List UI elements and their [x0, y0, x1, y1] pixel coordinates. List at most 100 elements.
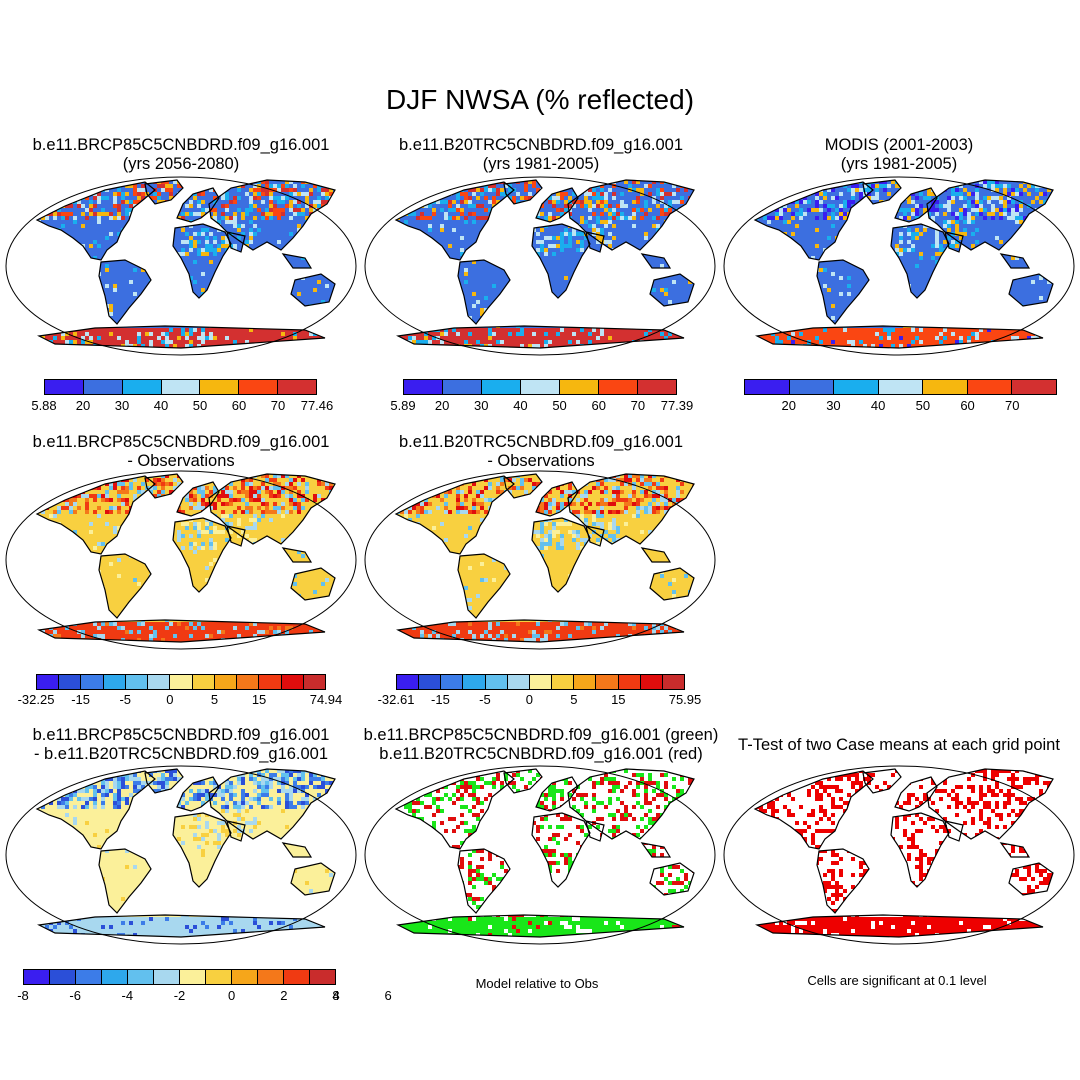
- coastline: [894, 187, 938, 223]
- panel-7-title-line-2: b.e11.B20TRC5CNBDRD.f09_g16.001 (red): [379, 745, 703, 763]
- colorbar-tick-label: -8: [17, 988, 29, 1003]
- coastline: [208, 179, 336, 251]
- coastline: [396, 325, 685, 349]
- colorbar-tick-label: 20: [781, 398, 796, 413]
- panel-7-title: b.e11.BRCP85C5CNBDRD.f09_g16.001 (green)…: [361, 726, 721, 764]
- colorbar-tick-label: 40: [513, 398, 528, 413]
- coastline: [394, 475, 515, 555]
- colorbar-5-labels: -32.61 -15 -5 0 5 15 75.95: [378, 692, 702, 708]
- colorbar-swatch: [1012, 380, 1057, 394]
- colorbar-5: [396, 674, 685, 690]
- colorbar-tick-label: 50: [552, 398, 567, 413]
- colorbar-6-labels: -8 -6 -4 -2 0 2 4 6 8: [17, 988, 392, 1004]
- colorbar-swatch: [83, 380, 123, 394]
- colorbar-tick-label: -6: [69, 988, 81, 1003]
- colorbar-tick-label: 77.46: [300, 398, 334, 413]
- colorbar-swatch: [148, 675, 171, 689]
- colorbar-tick-label: 50: [192, 398, 208, 413]
- colorbar-3: [744, 379, 1057, 395]
- map-border: [723, 176, 1075, 356]
- coastline: [999, 842, 1031, 858]
- map-border: [364, 470, 716, 650]
- coastline: [1008, 862, 1054, 896]
- coastline: [503, 179, 543, 205]
- colorbar-tick-label: -4: [121, 988, 134, 1003]
- colorbar-swatch: [507, 675, 530, 689]
- panel-8-map: [723, 765, 1075, 945]
- colorbar-tick-label: -32.25: [17, 692, 55, 707]
- colorbar-swatch: [281, 675, 304, 689]
- map-border: [5, 470, 357, 650]
- colorbar-tick-label: 30: [826, 398, 841, 413]
- colorbar-swatch: [102, 970, 128, 984]
- coastline: [862, 768, 902, 794]
- coastline: [226, 525, 246, 547]
- coastline: [816, 259, 870, 325]
- coastline: [37, 914, 326, 938]
- colorbar-tick-label: 0: [228, 988, 236, 1003]
- colorbar-swatch: [599, 380, 638, 394]
- coastline: [290, 862, 336, 896]
- coastline: [567, 179, 695, 251]
- colorbar-swatch: [24, 970, 50, 984]
- coastline: [208, 473, 336, 545]
- coastline: [37, 325, 326, 349]
- coastline: [531, 223, 591, 299]
- coastline: [926, 768, 1054, 840]
- colorbar-swatch: [662, 675, 685, 689]
- panel-3-title: MODIS (2001-2003) (yrs 1981-2005): [719, 136, 1079, 174]
- colorbar-tick-label: 4: [332, 988, 340, 1003]
- panel-6-title-line-2: - b.e11.B20TRC5CNBDRD.f09_g16.001: [33, 745, 329, 763]
- coastline: [98, 259, 152, 325]
- colorbar-swatch: [76, 970, 102, 984]
- coastline: [890, 223, 950, 299]
- colorbar-tick-label: 6: [384, 988, 392, 1003]
- colorbar-tick-label: -5: [479, 692, 491, 707]
- coastline: [208, 768, 336, 840]
- panel-8-caption: Cells are significant at 0.1 level: [807, 973, 987, 988]
- colorbar-swatch: [552, 675, 575, 689]
- colorbar-swatch: [310, 970, 335, 984]
- colorbar-swatch: [878, 380, 924, 394]
- colorbar-swatch: [258, 970, 284, 984]
- map-border: [364, 765, 716, 945]
- colorbar-4-labels: -32.25 -15 -5 0 5 15 74.94: [18, 692, 343, 708]
- colorbar-tick-label: -15: [71, 692, 91, 707]
- colorbar-swatch: [521, 380, 560, 394]
- colorbar-swatch: [122, 380, 162, 394]
- colorbar-swatch: [482, 380, 521, 394]
- colorbar-swatch: [239, 380, 279, 394]
- colorbar-tick-label: 40: [870, 398, 886, 413]
- coastline: [394, 181, 515, 261]
- coastline: [176, 776, 220, 812]
- coastline: [281, 547, 313, 563]
- coastline: [944, 231, 964, 253]
- colorbar-swatch: [125, 675, 149, 689]
- panel-5-title: b.e11.B20TRC5CNBDRD.f09_g16.001 - Observ…: [361, 433, 721, 471]
- coastline: [144, 179, 184, 205]
- colorbar-tick-label: 20: [75, 398, 91, 413]
- coastline: [35, 181, 156, 261]
- coastline: [755, 914, 1044, 938]
- coastline: [535, 187, 579, 223]
- colorbar-tick-label: 30: [474, 398, 489, 413]
- colorbar-swatch: [200, 380, 240, 394]
- colorbar-swatch: [923, 380, 968, 394]
- colorbar-swatch: [170, 675, 193, 689]
- coastline: [98, 848, 152, 914]
- colorbar-tick-label: -32.61: [377, 692, 415, 707]
- coastline: [172, 223, 232, 299]
- panel-8-title: T-Test of two Case means at each grid po…: [719, 736, 1079, 755]
- coastline: [37, 619, 326, 643]
- colorbar-swatch: [638, 380, 676, 394]
- coastline: [98, 553, 152, 619]
- colorbar-tick-label: 60: [960, 398, 975, 413]
- colorbar-1-labels: 5.88 20 30 40 50 60 70 77.46: [31, 398, 333, 414]
- colorbar-tick-label: 15: [251, 692, 267, 707]
- coastline: [35, 475, 156, 555]
- coastline: [144, 473, 184, 499]
- colorbar-swatch: [284, 970, 310, 984]
- colorbar-swatch: [574, 675, 597, 689]
- coastline: [649, 273, 695, 307]
- colorbar-tick-label: 60: [591, 398, 606, 413]
